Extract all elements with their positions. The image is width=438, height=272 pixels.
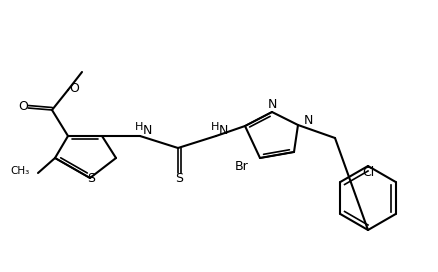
Text: CH₃: CH₃	[11, 166, 30, 176]
Text: S: S	[87, 172, 95, 186]
Text: O: O	[69, 82, 79, 94]
Text: N: N	[219, 125, 228, 138]
Text: S: S	[175, 172, 183, 184]
Text: H: H	[135, 122, 143, 132]
Text: N: N	[267, 98, 277, 112]
Text: Cl: Cl	[362, 166, 374, 180]
Text: O: O	[18, 100, 28, 113]
Text: Br: Br	[234, 159, 248, 172]
Text: N: N	[304, 113, 313, 126]
Text: N: N	[143, 125, 152, 138]
Text: H: H	[211, 122, 219, 132]
